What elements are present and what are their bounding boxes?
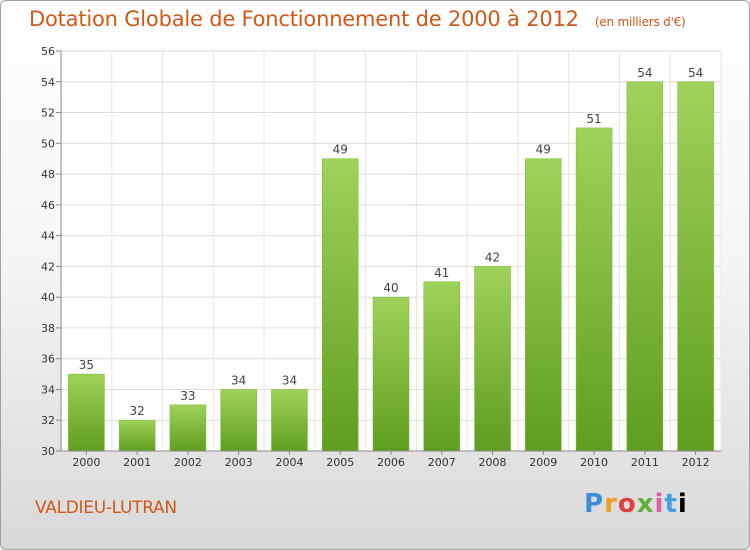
x-tick-label: 2004 [275,456,303,469]
y-tick-label: 32 [41,414,55,427]
y-tick-label: 40 [41,291,55,304]
x-tick-label: 2005 [326,456,354,469]
logo-letter: i [677,489,688,519]
bar [321,158,359,452]
bar-value-label: 54 [637,66,652,80]
bar-value-label: 42 [485,250,500,264]
y-tick-label: 44 [41,230,55,243]
logo-letter: P [584,489,605,519]
bar-value-label: 54 [688,66,703,80]
bar-value-label: 35 [79,358,94,372]
proxiti-logo: Proxiti [584,489,688,519]
bar-value-label: 49 [536,143,551,157]
x-tick-label: 2009 [529,456,557,469]
y-tick-label: 38 [41,322,55,335]
x-tick-label: 2006 [377,456,405,469]
y-tick-label: 50 [41,137,55,150]
y-tick-label: 30 [41,445,55,458]
y-tick-label: 52 [41,107,55,120]
bar-value-label: 51 [586,112,601,126]
bar [575,127,613,452]
bar [372,296,410,452]
bar-value-label: 40 [383,281,398,295]
bar [68,373,105,452]
x-tick-label: 2007 [428,456,456,469]
bar-value-label: 41 [434,266,449,280]
x-tick-label: 2002 [174,456,202,469]
bar-value-label: 32 [130,404,145,418]
y-tick-label: 36 [41,353,55,366]
y-tick-label: 48 [41,168,55,181]
bar [423,281,461,452]
x-tick-label: 2008 [479,456,507,469]
y-tick-label: 42 [41,260,55,273]
logo-letter: x [636,489,655,519]
commune-name: VALDIEU-LUTRAN [35,498,177,518]
bar [220,389,257,452]
x-tick-label: 2010 [580,456,608,469]
logo-letter: i [654,489,665,519]
bar-value-label: 34 [282,373,297,387]
y-tick-label: 34 [41,383,55,396]
x-tick-label: 2012 [682,456,710,469]
bar [118,419,156,452]
logo-letter: t [664,489,678,519]
chart-title: Dotation Globale de Fonctionnement de 20… [29,7,686,31]
bar [271,389,308,452]
x-tick-label: 2000 [72,456,100,469]
x-tick-label: 2003 [225,456,253,469]
x-tick-label: 2011 [631,456,659,469]
bar [169,404,207,452]
chart-subtitle: (en milliers d'€) [594,15,686,29]
bar-value-label: 34 [231,373,246,387]
bar [525,158,562,452]
bar [474,266,511,452]
bar-value-label: 33 [180,389,195,403]
logo-letter: o [617,489,637,519]
y-tick-label: 46 [41,199,55,212]
x-tick-label: 2001 [123,456,151,469]
bar-value-label: 49 [333,143,348,157]
logo-letter: r [604,489,618,519]
bar [626,81,664,452]
title-text: Dotation Globale de Fonctionnement de 20… [29,7,579,31]
y-tick-label: 54 [41,76,55,89]
y-tick-label: 56 [41,45,55,58]
bar [677,81,714,452]
